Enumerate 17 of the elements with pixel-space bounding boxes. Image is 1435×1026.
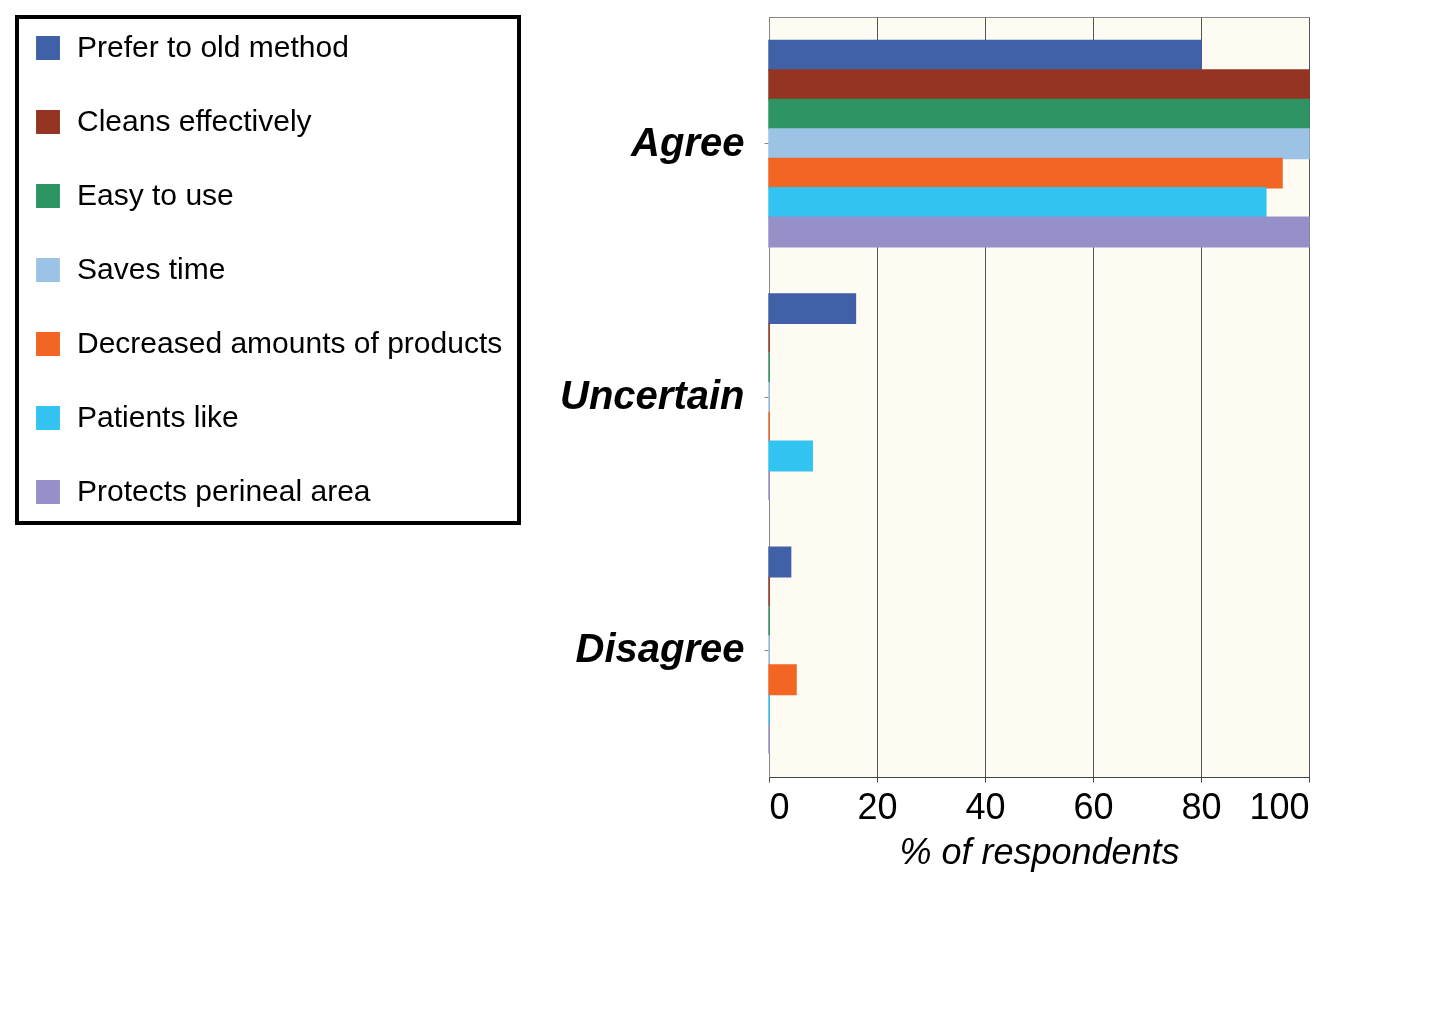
x-tick-label: 60 (1073, 785, 1114, 827)
legend-label: Patients like (77, 400, 239, 433)
legend-label: Easy to use (77, 178, 234, 211)
y-tick-label: Uncertain (560, 373, 745, 417)
x-tick-label: 40 (965, 785, 1006, 827)
x-tick-label: 20 (857, 785, 898, 827)
legend-label: Prefer to old method (77, 30, 349, 63)
y-tick-label: Disagree (575, 626, 745, 671)
legend-label: Decreased amounts of products (77, 326, 503, 359)
legend-label: Protects perineal area (77, 474, 371, 507)
legend-label: Cleans effectively (77, 104, 312, 137)
x-tick-label: 0 (769, 785, 790, 827)
y-tick-label: Agree (630, 119, 745, 164)
legend-label: Saves time (77, 252, 226, 285)
x-tick-label: 100 (1249, 785, 1310, 827)
x-tick-label: 80 (1181, 785, 1222, 827)
x-axis-title: % of respondents (899, 830, 1180, 872)
